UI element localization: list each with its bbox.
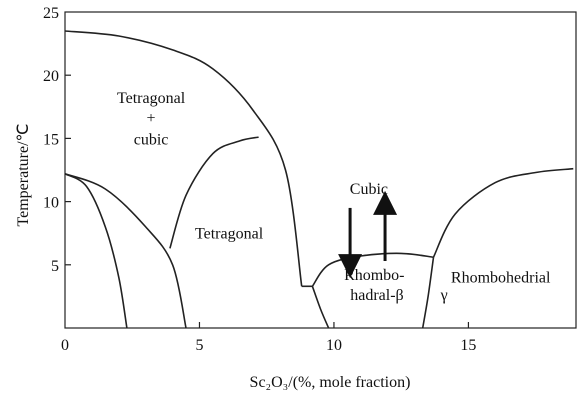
tick-labels: 0 5 10 15 5 10 15 20 25 [43, 5, 476, 354]
phase-boundary-9 [432, 167, 574, 258]
x-tick-label: 5 [195, 337, 203, 354]
region-label-gamma: γ [440, 287, 448, 304]
phase-boundary-1 [64, 30, 303, 287]
x-tick-label: 10 [326, 337, 342, 354]
axis-ticks [65, 74, 470, 328]
phase-boundary-8 [421, 257, 435, 329]
x-tick-label: 0 [61, 337, 69, 354]
y-tick-label: 25 [43, 5, 59, 22]
transition-arrows [338, 190, 398, 279]
region-labels: Tetragonal + cubic Tetragonal Cubic Rhombo-ha… [117, 90, 551, 304]
region-label-tetragonal-cubic-title: Tetragonal [117, 90, 186, 107]
region-label-cubic-left: cubic [134, 132, 169, 149]
region-label-plus-sign: + [147, 110, 156, 127]
region-label-rhombo-line1: Rhombo- [344, 267, 404, 284]
region-label-cubic-center: Cubic [350, 181, 388, 198]
y-tick-label: 10 [43, 195, 59, 212]
phase-boundary-2 [64, 173, 128, 329]
phase-boundary-6 [311, 286, 330, 329]
region-label-tetragonal: Tetragonal [195, 225, 264, 242]
y-tick-label: 15 [43, 131, 59, 148]
region-label-rhombo-line2: hadral-β [350, 287, 403, 304]
region-label-rhombohedrial: Rhombohedrial [451, 269, 551, 286]
phase-boundaries [64, 30, 574, 329]
y-tick-label: 20 [43, 68, 59, 85]
plot-frame [64, 11, 577, 329]
x-axis-label: Sc₂O₃/(%, mole fraction) [250, 374, 411, 391]
y-axis-label: Temperature/℃ [15, 123, 32, 226]
phase-boundary-3 [64, 173, 187, 329]
phase-boundary-4 [169, 136, 259, 249]
y-tick-label: 5 [51, 258, 59, 275]
x-tick-label: 15 [460, 337, 476, 354]
